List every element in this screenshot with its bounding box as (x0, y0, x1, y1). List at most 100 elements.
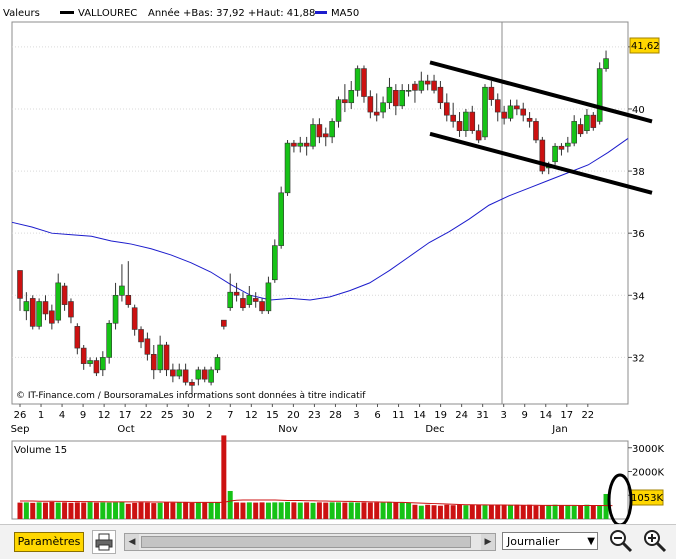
volume-bar (221, 435, 227, 519)
period-select[interactable]: Journalier ▼ (502, 532, 598, 550)
candle (189, 379, 195, 395)
horizontal-scrollbar[interactable]: ◀ ▶ (124, 533, 496, 551)
trend-line (429, 131, 653, 195)
volume-bar (227, 490, 233, 519)
x-tick-label: 4 (59, 410, 65, 421)
volume-bar (36, 502, 42, 519)
candle (278, 186, 284, 249)
volume-bar (482, 505, 488, 519)
zoom-in-button[interactable] (642, 528, 668, 554)
volume-bar (164, 502, 170, 519)
volume-bar (259, 502, 265, 519)
x-tick-label: 28 (329, 410, 342, 421)
candle (80, 344, 87, 370)
candle (125, 261, 132, 308)
candle (163, 341, 170, 377)
candle (424, 74, 431, 91)
volume-bar (399, 502, 405, 519)
scroll-thumb[interactable] (141, 536, 471, 548)
candle (507, 99, 514, 122)
month-label: Dec (425, 424, 444, 435)
volume-bar (87, 502, 93, 519)
x-tick-label: 30 (182, 410, 195, 421)
toolbar: Paramètres ◀ ▶ Journalier ▼ (0, 524, 676, 559)
volume-bar (488, 504, 494, 519)
volume-bar (514, 504, 520, 519)
volume-tick-label: 2000K (632, 468, 664, 479)
volume-axis: 3000K 2000K (628, 444, 664, 496)
volume-bar (450, 505, 456, 519)
volume-bar (170, 502, 176, 519)
candle (316, 118, 323, 144)
volume-bar (533, 505, 539, 519)
volume-bar (507, 505, 513, 519)
candle (520, 102, 527, 122)
volume-bar (431, 505, 437, 519)
volume-bar (336, 502, 341, 519)
candle (112, 282, 119, 330)
x-tick-label: 17 (119, 410, 132, 421)
candle (501, 105, 507, 125)
candle (463, 108, 469, 137)
header-ticker: VALLOUREC (78, 8, 137, 19)
volume-bar (527, 504, 533, 519)
x-tick-label: 11 (392, 410, 405, 421)
header-source: Valeurs (3, 8, 40, 19)
candle (431, 74, 437, 94)
x-tick-label: 2 (206, 410, 212, 421)
candle (310, 118, 316, 150)
volume-bar (501, 504, 507, 519)
candle (329, 118, 335, 144)
candle (259, 298, 265, 314)
volume-bar (558, 505, 564, 519)
x-tick-label: 17 (560, 410, 573, 421)
candle (514, 99, 520, 116)
candle (494, 93, 501, 122)
candle (558, 143, 565, 156)
candle (348, 81, 355, 109)
candle (182, 363, 189, 386)
volume-bar (329, 502, 335, 519)
zoom-out-icon (610, 530, 633, 553)
ma50-line (11, 138, 629, 301)
volume-bar (74, 502, 80, 519)
x-tick-label: 22 (581, 410, 594, 421)
volume-bar (272, 502, 278, 519)
x-tick-label: 31 (476, 410, 489, 421)
candle (386, 77, 393, 109)
candle (87, 357, 93, 367)
candle (475, 124, 482, 144)
candle (17, 270, 23, 311)
volume-bar (93, 502, 99, 519)
x-tick-label: 26 (14, 410, 27, 421)
x-tick-label: 1 (38, 410, 44, 421)
candle (201, 366, 208, 383)
candle (36, 298, 42, 330)
trend-lines (429, 60, 653, 195)
candle (354, 65, 361, 97)
volume-bar (151, 503, 157, 519)
volume-bar (68, 502, 74, 519)
candle (412, 81, 418, 103)
volume-bar (418, 505, 424, 519)
params-button[interactable]: Paramètres (14, 532, 84, 552)
volume-bar (495, 504, 501, 519)
price-axis: 323436384042 (628, 43, 645, 364)
scroll-left-arrow[interactable]: ◀ (125, 534, 139, 550)
volume-bar (361, 502, 367, 519)
volume-bar (437, 505, 443, 519)
zoom-out-button[interactable] (608, 528, 634, 554)
y-tick-label: 34 (632, 291, 645, 302)
candle (482, 84, 488, 141)
volume-bar (189, 502, 195, 519)
candle (361, 65, 367, 103)
candle (584, 108, 590, 134)
volume-bar (469, 504, 475, 519)
scroll-right-arrow[interactable]: ▶ (481, 534, 495, 550)
month-label: Sep (11, 424, 30, 435)
volume-bar (412, 504, 418, 519)
x-tick-label: 23 (308, 410, 321, 421)
volume-bar (590, 505, 596, 519)
print-button[interactable] (92, 530, 116, 554)
price-panel (11, 21, 629, 405)
